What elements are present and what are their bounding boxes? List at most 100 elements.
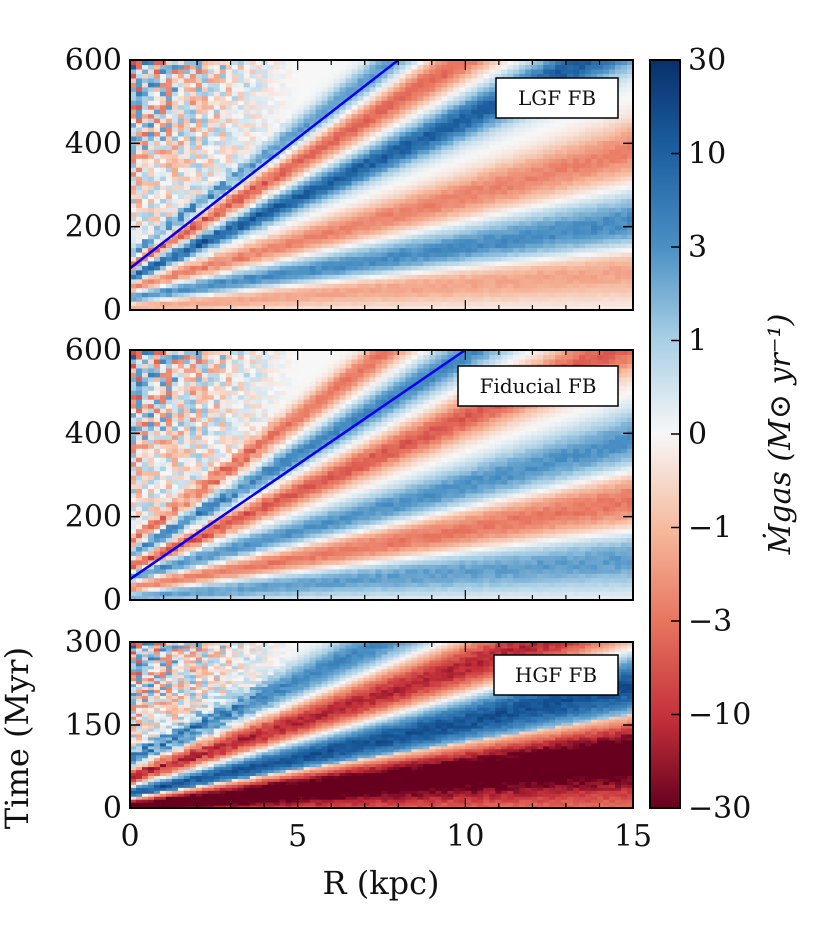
heatmap-cell <box>225 243 233 249</box>
heatmap-cell <box>357 251 365 258</box>
heatmap-cell <box>345 126 353 133</box>
heatmap-cell <box>615 296 622 302</box>
heatmap-cell <box>369 68 377 74</box>
heatmap-cell <box>189 158 197 164</box>
heatmap-cell <box>489 100 496 106</box>
heatmap-cell <box>303 193 311 199</box>
heatmap-cell <box>453 153 460 159</box>
heatmap-cell <box>147 171 155 177</box>
heatmap-cell <box>543 68 550 74</box>
heatmap-cell <box>165 189 173 195</box>
heatmap-cell <box>363 193 371 199</box>
heatmap-cell <box>621 171 628 177</box>
heatmap-cell <box>315 135 323 141</box>
heatmap-cell <box>345 64 353 70</box>
heatmap-cell <box>585 140 592 146</box>
heatmap-cell <box>345 292 353 298</box>
heatmap-cell <box>405 189 413 195</box>
heatmap-cell <box>231 234 239 240</box>
heatmap-cell <box>195 64 203 70</box>
heatmap-cell <box>309 104 317 110</box>
heatmap-cell <box>399 296 407 302</box>
heatmap-cell <box>183 95 191 101</box>
heatmap-cell <box>609 131 616 137</box>
heatmap-cell <box>249 149 257 155</box>
heatmap-cell <box>351 220 359 226</box>
heatmap-cell <box>130 372 137 378</box>
heatmap-cell <box>591 153 598 159</box>
heatmap-cell <box>297 73 305 79</box>
heatmap-cell <box>447 220 454 226</box>
heatmap-cell <box>279 238 287 244</box>
heatmap-cell <box>141 144 149 150</box>
heatmap-cell <box>141 416 149 423</box>
heatmap-cell <box>567 278 574 284</box>
heatmap-cell <box>471 185 478 191</box>
heatmap-cell <box>207 118 215 124</box>
heatmap-cell <box>327 176 335 182</box>
heatmap-cell <box>573 144 580 150</box>
heatmap-cell <box>141 430 149 436</box>
heatmap-cell <box>441 292 448 298</box>
heatmap-cell <box>219 109 227 115</box>
heatmap-cell <box>153 519 161 525</box>
heatmap-cell <box>201 86 209 92</box>
heatmap-cell <box>243 118 251 124</box>
heatmap-cell <box>555 144 562 150</box>
heatmap-cell <box>591 171 598 177</box>
heatmap-cell <box>543 251 550 258</box>
heatmap-cell <box>483 278 490 284</box>
heatmap-cell <box>543 189 550 195</box>
heatmap-cell <box>561 292 568 298</box>
heatmap-cell <box>183 158 191 164</box>
heatmap-cell <box>135 501 143 507</box>
heatmap-cell <box>603 68 610 74</box>
heatmap-cell <box>615 247 622 253</box>
heatmap-cell <box>279 301 287 307</box>
heatmap-cell <box>189 251 197 258</box>
heatmap-cell <box>435 140 442 146</box>
heatmap-cell <box>453 260 460 266</box>
heatmap-cell <box>471 91 478 97</box>
heatmap-cell <box>183 211 191 217</box>
heatmap-cell <box>405 64 413 70</box>
heatmap-cell <box>279 251 287 258</box>
heatmap-cell <box>297 77 305 83</box>
heatmap-cell <box>327 167 335 173</box>
heatmap-cell <box>141 524 149 530</box>
heatmap-cell <box>189 68 197 74</box>
heatmap-cell <box>591 193 598 199</box>
heatmap-cell <box>399 220 407 226</box>
heatmap-cell <box>321 140 329 146</box>
heatmap-cell <box>507 251 514 258</box>
heatmap-cell <box>231 68 239 74</box>
heatmap-cell <box>441 131 448 137</box>
heatmap-cell <box>273 301 281 307</box>
heatmap-cell <box>405 95 413 101</box>
heatmap-cell <box>501 265 508 271</box>
heatmap-cell <box>579 207 586 213</box>
heatmap-cell <box>591 247 598 253</box>
heatmap-cell <box>489 140 496 146</box>
heatmap-cell <box>393 68 401 74</box>
heatmap-cell <box>501 247 508 253</box>
heatmap-cell <box>225 305 233 311</box>
heatmap-cell <box>369 220 377 226</box>
heatmap-cell <box>519 198 526 204</box>
heatmap-cell <box>519 265 526 271</box>
heatmap-cell <box>447 283 454 289</box>
heatmap-cell <box>165 77 173 83</box>
heatmap-cell <box>147 278 155 284</box>
heatmap-cell <box>153 524 161 530</box>
heatmap-cell <box>201 109 209 115</box>
heatmap-cell <box>327 274 335 280</box>
heatmap-cell <box>147 269 155 275</box>
heatmap-cell <box>285 180 293 186</box>
heatmap-cell <box>177 301 185 307</box>
heatmap-cell <box>135 452 143 458</box>
heatmap-cell <box>375 144 383 150</box>
heatmap-cell <box>561 278 568 284</box>
heatmap-cell <box>303 301 311 307</box>
heatmap-cell <box>429 118 436 124</box>
heatmap-cell <box>459 216 466 222</box>
